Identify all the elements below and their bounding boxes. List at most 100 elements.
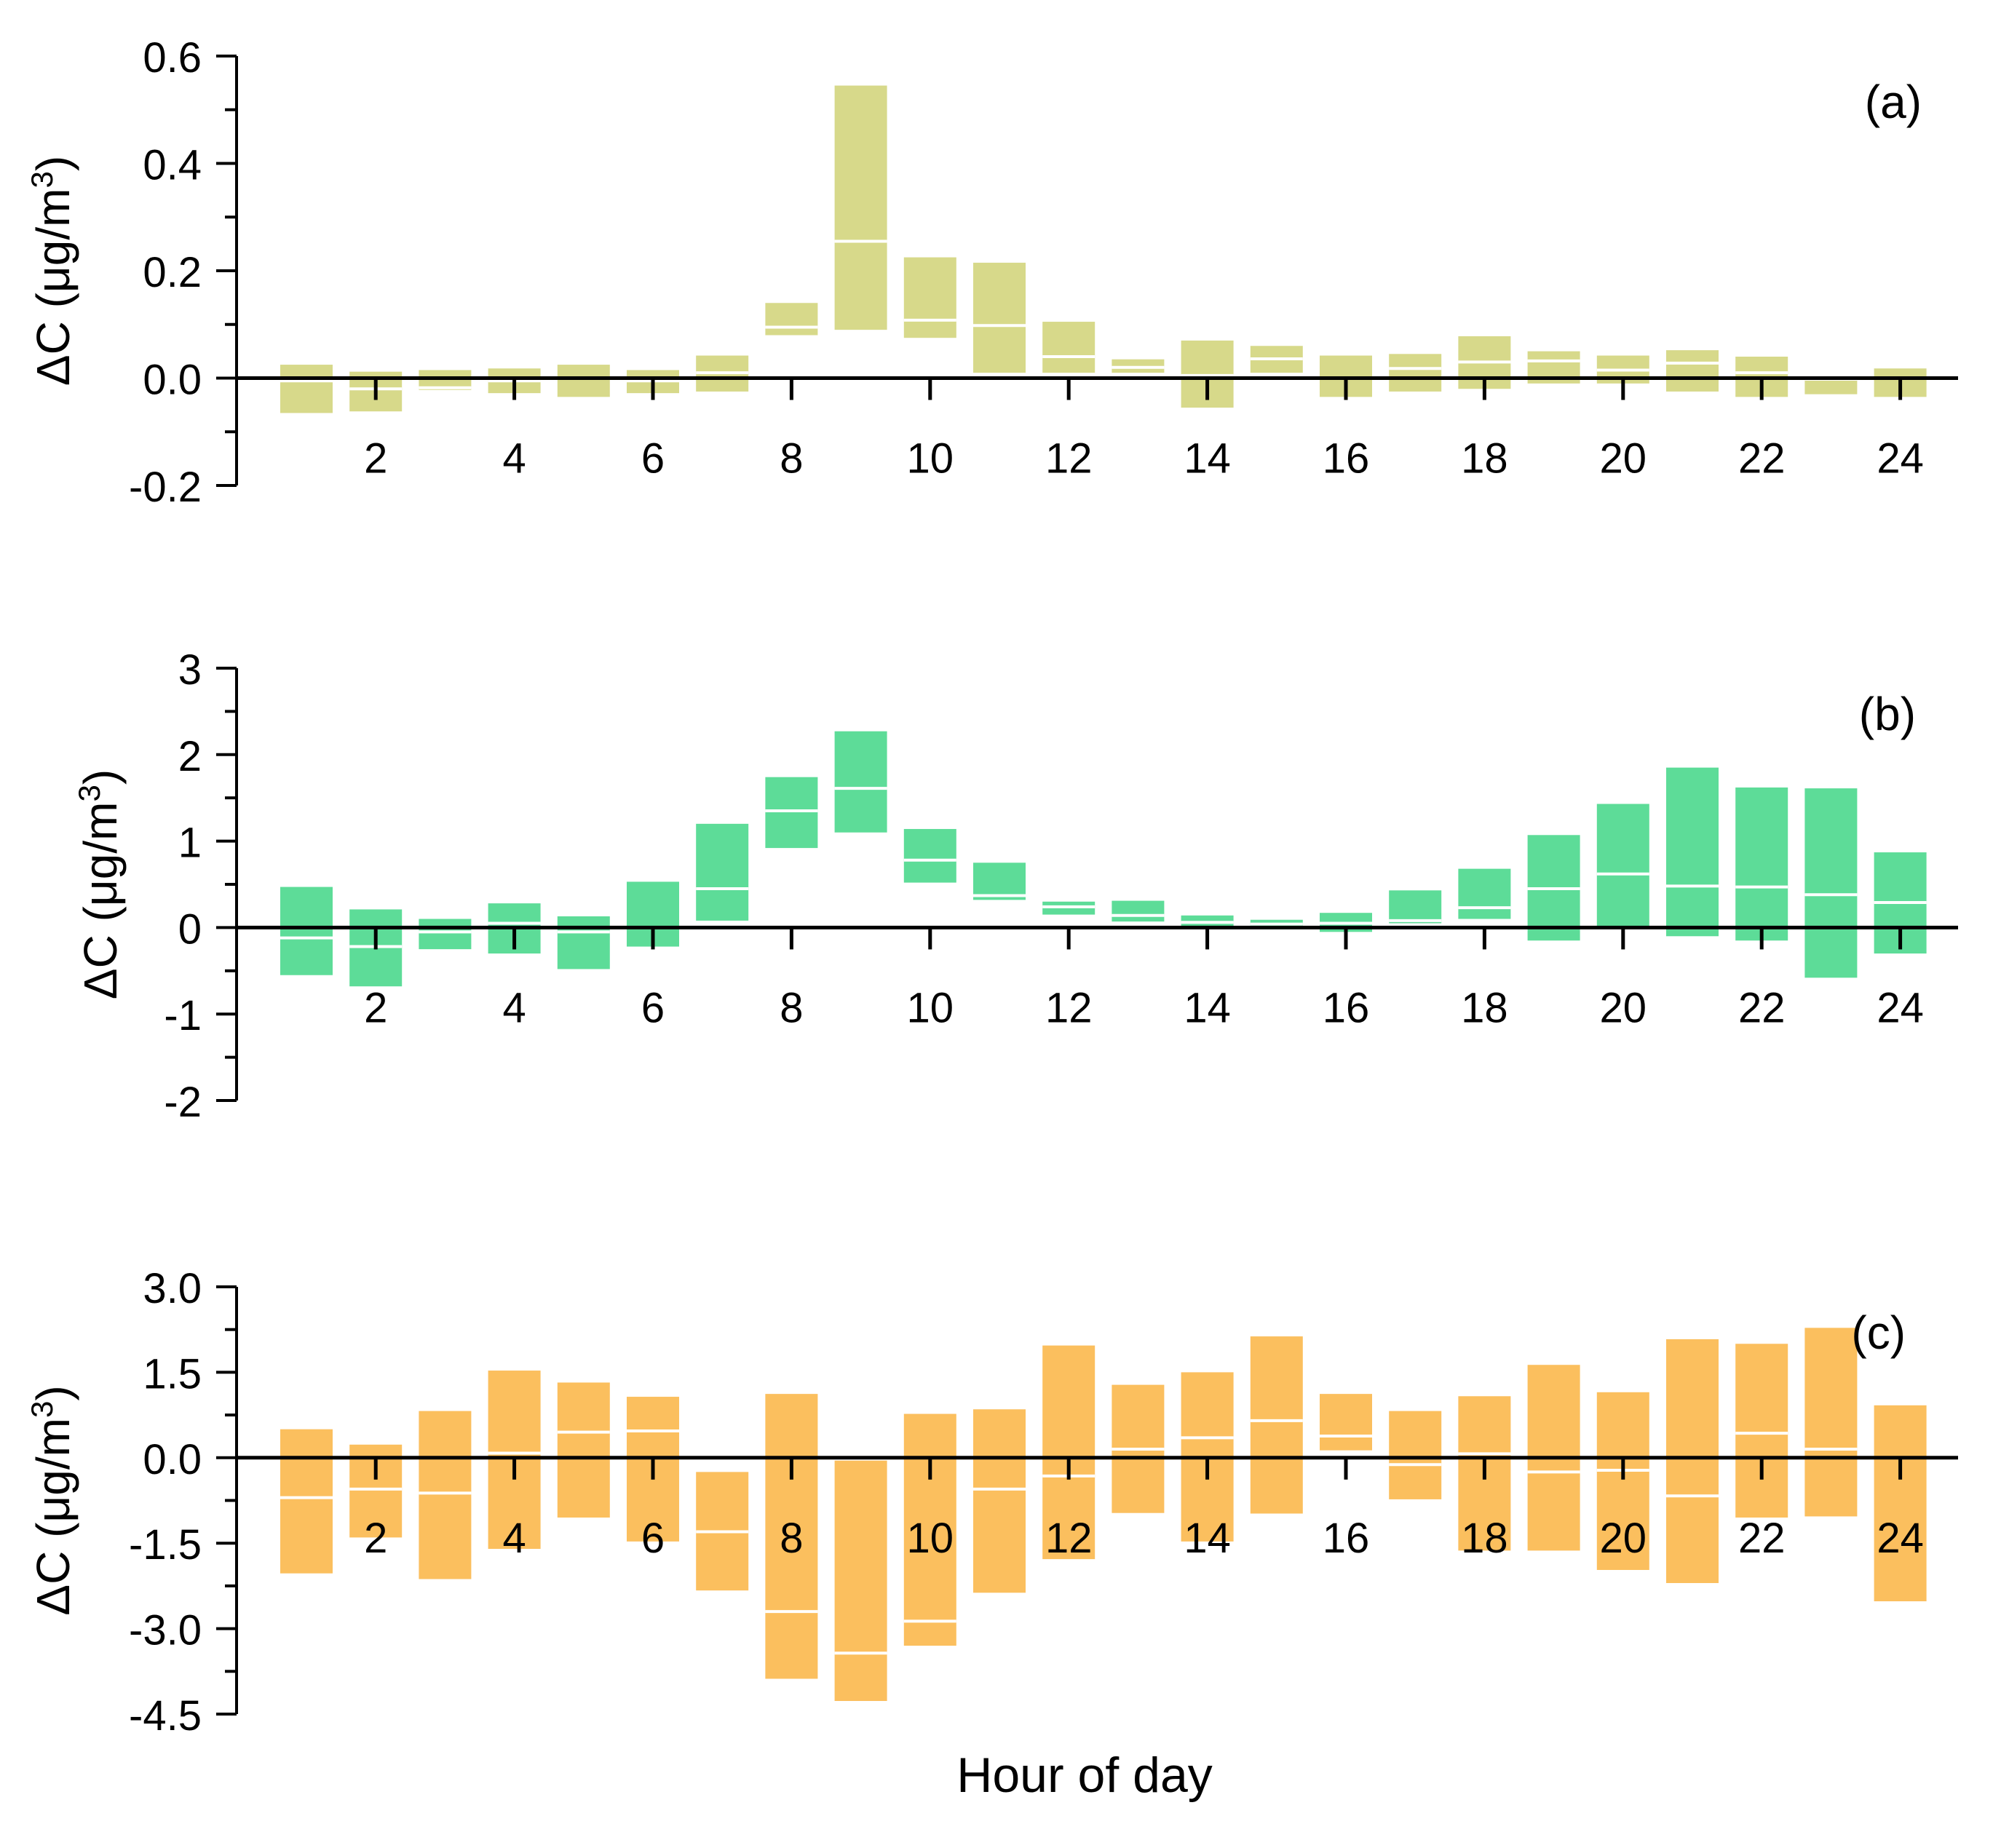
x-tick-label: 16	[1323, 435, 1370, 483]
y-tick-label: 0.0	[143, 1436, 202, 1483]
bar	[765, 1394, 818, 1679]
bar	[1458, 868, 1511, 919]
y-tick-label: 0	[178, 905, 202, 953]
bar	[834, 1460, 887, 1701]
bar	[1320, 1394, 1372, 1451]
x-tick-label: 12	[1045, 435, 1093, 483]
bar	[280, 1429, 333, 1574]
bar	[1042, 322, 1095, 373]
bar	[765, 777, 818, 849]
y-tick-label: 1.5	[143, 1350, 202, 1397]
panel-a: -0.20.00.20.40.62 4 6 8 10 12 14 16 18 20 22 24(a)Δ…	[25, 34, 1958, 511]
x-tick-label: 16	[1323, 984, 1370, 1031]
bar	[765, 303, 818, 336]
bar	[1596, 804, 1649, 928]
bar	[1389, 890, 1442, 924]
y-tick-label: 0.0	[143, 357, 202, 404]
panel-label: (c)	[1851, 1306, 1906, 1359]
x-tick-label: 8	[780, 1515, 803, 1562]
panel-label: (b)	[1859, 688, 1916, 740]
bar	[1112, 900, 1165, 922]
bar	[973, 262, 1026, 373]
y-tick-label: 0.4	[143, 142, 202, 189]
y-tick-label: -0.2	[129, 464, 202, 511]
x-tick-label: 2	[364, 435, 387, 483]
x-tick-label: 14	[1184, 984, 1231, 1031]
x-tick-label: 2	[364, 1515, 387, 1562]
bar	[280, 365, 333, 413]
y-axis-label: ΔC (μg/m3)	[72, 769, 127, 999]
bar	[973, 862, 1026, 900]
x-tick-label: 24	[1877, 435, 1924, 483]
x-tick-label: 14	[1184, 1515, 1231, 1562]
x-tick-label: 6	[641, 1515, 665, 1562]
y-tick-label: -1.5	[129, 1521, 202, 1569]
bar	[419, 1411, 472, 1579]
x-axis-label: Hour of day	[956, 1748, 1213, 1803]
y-tick-label: -1	[164, 992, 202, 1039]
bar	[696, 823, 749, 921]
y-tick-label: 2	[178, 733, 202, 780]
x-tick-label: 18	[1461, 435, 1508, 483]
bar	[1596, 1392, 1649, 1570]
panel-label: (a)	[1865, 76, 1922, 128]
x-tick-label: 22	[1738, 1515, 1786, 1562]
bar	[834, 731, 887, 833]
bar	[557, 916, 610, 969]
bar	[1666, 350, 1719, 392]
x-tick-label: 4	[502, 435, 526, 483]
y-tick-label: 3	[178, 646, 202, 694]
bar	[903, 1413, 956, 1646]
bar	[1735, 787, 1788, 941]
bar	[1181, 915, 1234, 927]
x-tick-label: 12	[1045, 984, 1093, 1031]
bar	[1804, 788, 1858, 978]
bar	[1804, 377, 1858, 394]
x-tick-label: 10	[907, 1515, 954, 1562]
bar	[1666, 1339, 1719, 1583]
bar	[1389, 1411, 1442, 1499]
x-tick-label: 20	[1600, 435, 1647, 483]
x-tick-label: 12	[1045, 1515, 1093, 1562]
y-axis-label: ΔC (μg/m3)	[25, 156, 80, 386]
bar	[1735, 1344, 1788, 1518]
bar	[903, 828, 956, 883]
bar	[973, 1409, 1026, 1593]
bar	[557, 1382, 610, 1518]
x-tick-label: 20	[1600, 1515, 1647, 1562]
x-tick-label: 10	[907, 435, 954, 483]
bar	[1804, 1328, 1858, 1517]
y-tick-label: 3.0	[143, 1265, 202, 1312]
x-tick-label: 14	[1184, 435, 1231, 483]
x-tick-label: 22	[1738, 435, 1786, 483]
bar	[903, 257, 956, 338]
x-tick-label: 16	[1323, 1515, 1370, 1562]
panel-c: -4.5-3.0-1.50.01.53.02 4 6 8 10 12 14 16 18 20 22 2…	[25, 1265, 1958, 1740]
bar	[280, 887, 333, 975]
x-tick-label: 8	[780, 435, 803, 483]
x-tick-label: 22	[1738, 984, 1786, 1031]
y-tick-label: 0.6	[143, 34, 202, 82]
y-tick-label: -4.5	[129, 1692, 202, 1740]
bar	[1874, 1405, 1927, 1602]
x-tick-label: 20	[1600, 984, 1647, 1031]
bar	[1389, 354, 1442, 392]
bar	[1666, 767, 1719, 937]
y-tick-label: -2	[164, 1079, 202, 1126]
x-tick-label: 6	[641, 984, 665, 1031]
bar	[1250, 1336, 1303, 1514]
x-tick-label: 18	[1461, 984, 1508, 1031]
y-axis-label: ΔC (μg/m3)	[25, 1385, 80, 1615]
x-tick-label: 24	[1877, 1515, 1924, 1562]
x-tick-label: 18	[1461, 1515, 1508, 1562]
bar	[419, 919, 472, 950]
bar	[557, 365, 610, 397]
x-tick-label: 10	[907, 984, 954, 1031]
x-tick-label: 24	[1877, 984, 1924, 1031]
x-tick-label: 8	[780, 984, 803, 1031]
bar	[834, 85, 887, 330]
x-tick-label: 6	[641, 435, 665, 483]
